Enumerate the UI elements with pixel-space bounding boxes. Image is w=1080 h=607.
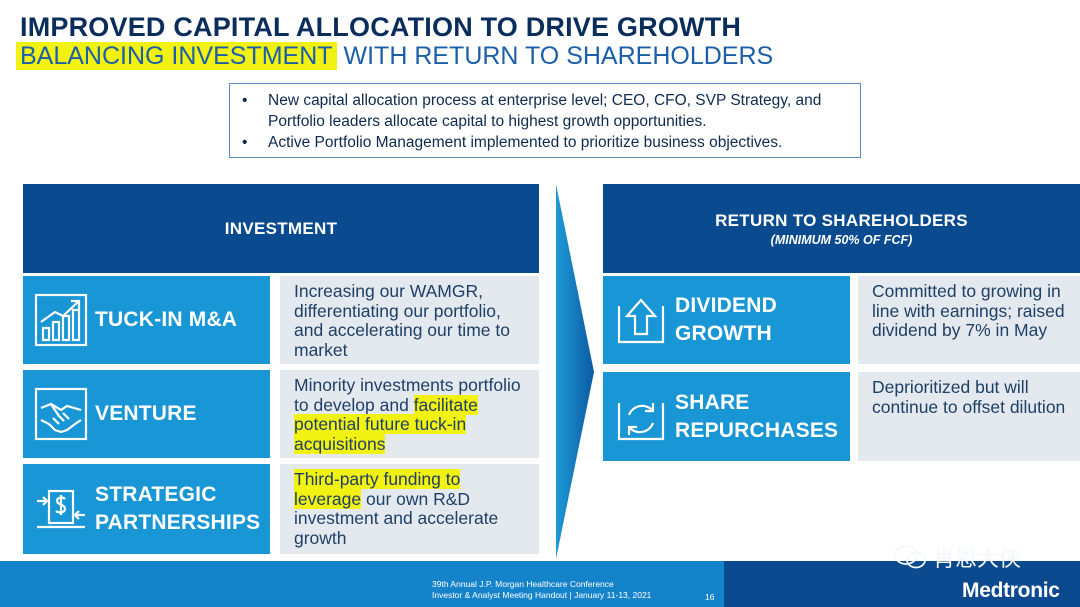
brand-logo: Medtronic bbox=[962, 579, 1060, 602]
tuck-in-ma-label: TUCK-IN M&A bbox=[23, 276, 270, 364]
watermark: 肖恩大侠 bbox=[893, 541, 1021, 573]
strategic-partnerships-description: Third-party funding to leverage our own … bbox=[280, 464, 539, 554]
share-repurchases-description: Deprioritized but will continue to offse… bbox=[858, 372, 1080, 461]
dividend-growth-label: DIVIDEND GROWTH bbox=[603, 276, 850, 364]
footer-bar: 39th Annual J.P. Morgan Healthcare Confe… bbox=[0, 561, 1080, 607]
venture-text: VENTURE bbox=[95, 402, 197, 425]
wechat-icon bbox=[894, 545, 926, 569]
tuck-in-ma-description: Increasing our WAMGR, differentiating ou… bbox=[280, 276, 539, 364]
investment-header: INVESTMENT bbox=[23, 184, 539, 273]
strategic-partnerships-label: STRATEGIC PARTNERSHIPS bbox=[23, 464, 270, 554]
up-arrow-icon bbox=[613, 292, 669, 348]
tuck-in-ma-text: TUCK-IN M&A bbox=[95, 308, 238, 331]
venture-label: VENTURE bbox=[23, 370, 270, 458]
bullet-item: Active Portfolio Management implemented … bbox=[240, 132, 850, 153]
page-subtitle: BALANCING INVESTMENT WITH RETURN TO SHAR… bbox=[16, 42, 773, 71]
handshake-icon bbox=[33, 386, 89, 442]
page-title: IMPROVED CAPITAL ALLOCATION TO DRIVE GRO… bbox=[20, 12, 742, 42]
returns-header: RETURN TO SHAREHOLDERS (MINIMUM 50% OF F… bbox=[603, 184, 1080, 273]
footer-text: 39th Annual J.P. Morgan Healthcare Confe… bbox=[432, 579, 652, 600]
subtitle-rest: WITH RETURN TO SHAREHOLDERS bbox=[343, 42, 774, 70]
dollar-exchange-icon bbox=[33, 481, 89, 537]
cycle-icon bbox=[613, 389, 669, 445]
footer-accent bbox=[0, 561, 724, 607]
page-number: 16 bbox=[705, 592, 715, 602]
share-repurchases-label: SHARE REPURCHASES bbox=[603, 372, 850, 461]
strategic-partnerships-text: STRATEGIC PARTNERSHIPS bbox=[95, 483, 261, 534]
growth-chart-icon bbox=[33, 292, 89, 348]
subtitle-highlight: BALANCING INVESTMENT bbox=[16, 42, 337, 70]
summary-box: New capital allocation process at enterp… bbox=[229, 83, 861, 158]
dividend-growth-description: Committed to growing in line with earnin… bbox=[858, 276, 1080, 364]
share-repurchases-text: SHARE REPURCHASES bbox=[675, 390, 839, 442]
chevron-arrow-icon bbox=[556, 184, 594, 559]
dividend-growth-text: DIVIDEND GROWTH bbox=[675, 294, 777, 345]
bullet-item: New capital allocation process at enterp… bbox=[240, 90, 850, 132]
venture-description: Minority investments portfolio to develo… bbox=[280, 370, 539, 458]
